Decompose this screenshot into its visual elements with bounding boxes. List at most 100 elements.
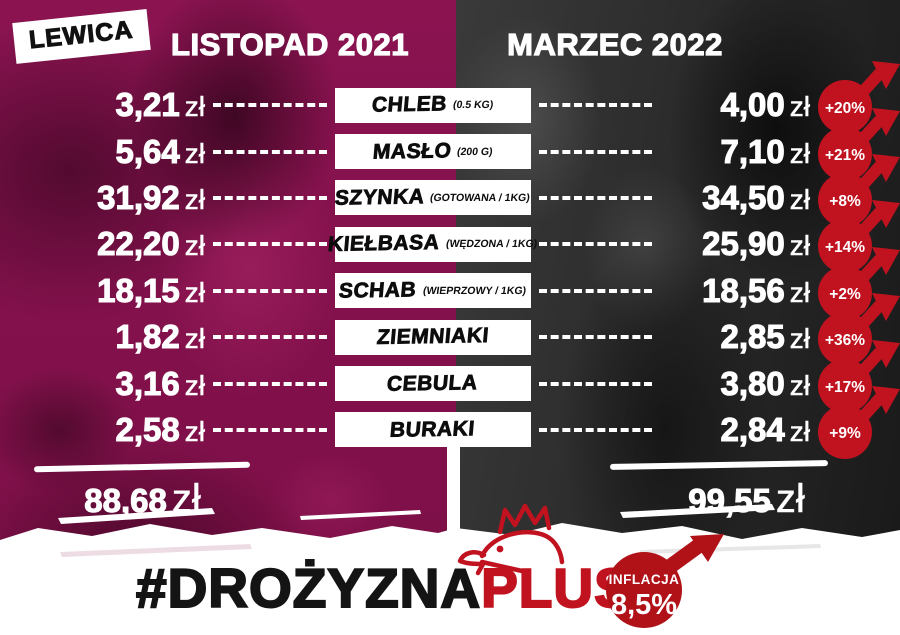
product-name: CEBULA — [386, 370, 479, 396]
change-value: +21% — [825, 147, 865, 164]
price-value: 3,16 — [115, 364, 180, 402]
change-badge: +17% — [810, 339, 900, 413]
price-november: 18,15 zł — [0, 271, 206, 310]
product-box: CEBULA — [334, 366, 531, 402]
currency-label: zł — [789, 369, 811, 401]
price-row: 22,20 zł KIEŁBASA (WĘDZONA / 1KG) 25,90 zł… — [0, 200, 900, 274]
dashed-connector-right — [538, 149, 652, 154]
price-march: 34,50 zł — [660, 178, 811, 217]
price-november: 31,92 zł — [0, 178, 206, 217]
change-value: +9% — [829, 425, 861, 442]
arrow-up-icon: +8% — [818, 153, 900, 227]
dashed-connector-left — [213, 103, 327, 108]
currency-label: zł — [775, 477, 805, 522]
arrow-up-icon: +2% — [818, 246, 900, 320]
product-unit: (0.5 KG) — [451, 99, 494, 112]
product-name: BURAKI — [389, 417, 477, 442]
currency-label: zł — [184, 183, 206, 216]
change-value: +8% — [829, 193, 861, 210]
hashtag-black-part: #DROŻYZNA — [135, 556, 482, 620]
price-row: 1,82 zł ZIEMNIAKI 2,85 zł +36% — [0, 293, 900, 367]
price-march: 7,10 zł — [660, 132, 810, 171]
change-badge: +14% — [810, 200, 900, 274]
price-value: 34,50 — [702, 178, 786, 216]
currency-label: zł — [184, 91, 206, 123]
product-unit: (WIEPRZOWY / 1KG) — [421, 284, 527, 297]
change-badge: +8% — [810, 153, 900, 227]
change-value: +20% — [825, 100, 865, 117]
change-value: +2% — [829, 286, 861, 303]
product-box: MASŁO (200 G) — [334, 134, 531, 170]
price-value: 2,84 — [720, 410, 785, 448]
product-name: MASŁO — [371, 138, 452, 164]
dashed-connector-left — [213, 381, 327, 386]
campaign-hashtag: #DROŻYZNAPLUS — [135, 556, 632, 620]
product-name: ZIEMNIAKI — [375, 324, 490, 350]
arrow-up-icon: +21% — [818, 107, 900, 181]
price-value: 18,15 — [97, 271, 181, 309]
product-box: CHLEB (0.5 KG) — [334, 87, 531, 123]
dashed-connector-left — [213, 149, 327, 154]
price-row: 18,15 zł SCHAB (WIEPRZOWY / 1KG) 18,56 zł … — [0, 246, 900, 320]
dashed-connector-right — [538, 288, 652, 293]
price-value: 1,82 — [115, 318, 180, 356]
price-march: 18,56 zł — [660, 271, 811, 310]
inflation-label: INFLACJA — [609, 572, 680, 587]
arrow-up-icon: +36% — [818, 293, 900, 367]
dashed-connector-left — [213, 288, 327, 293]
price-march: 4,00 zł — [660, 86, 810, 124]
product-box: SCHAB (WIEPRZOWY / 1KG) — [334, 273, 531, 309]
product-name: SZYNKA — [333, 185, 426, 210]
product-box: SZYNKA (GOTOWANA / 1KG) — [333, 180, 531, 216]
product-box: BURAKI — [334, 412, 531, 448]
currency-label: zł — [789, 183, 811, 216]
price-march: 2,85 zł — [660, 318, 810, 356]
price-march: 25,90 zł — [660, 225, 811, 263]
price-row: 31,92 zł SZYNKA (GOTOWANA / 1KG) 34,50 zł … — [0, 153, 900, 227]
inflation-badge: INFLACJA 8,5% — [606, 534, 724, 628]
currency-label: zł — [184, 276, 206, 309]
arrow-up-icon: +17% — [818, 339, 900, 413]
price-value: 5,64 — [115, 132, 180, 170]
center-divider-strip — [447, 440, 460, 548]
dashed-connector-right — [538, 427, 652, 432]
price-value: 7,10 — [720, 132, 785, 170]
inflation-value: 8,5% — [611, 589, 677, 621]
price-november: 1,82 zł — [0, 318, 205, 356]
total-march: 99,55 zł — [634, 468, 859, 523]
change-badge: +36% — [810, 293, 900, 367]
price-november: 22,20 zł — [0, 225, 206, 263]
currency-label: zł — [184, 323, 206, 355]
currency-label: zł — [789, 415, 811, 448]
currency-label: zł — [789, 230, 811, 262]
price-row: 2,58 zł BURAKI 2,84 zł +9% — [0, 385, 900, 459]
dashed-connector-left — [213, 195, 327, 200]
price-row: 3,16 zł CEBULA 3,80 zł +17% — [0, 339, 900, 413]
price-november: 3,21 zł — [0, 86, 205, 124]
column-header-nov: LISTOPAD 2021 — [170, 26, 409, 62]
dashed-connector-right — [538, 195, 652, 200]
change-value: +36% — [825, 332, 865, 349]
dashed-connector-left — [213, 335, 327, 340]
currency-label: zł — [184, 230, 206, 262]
price-value: 25,90 — [702, 225, 786, 263]
price-row: 5,64 zł MASŁO (200 G) 7,10 zł +21% — [0, 107, 900, 181]
dashed-connector-left — [213, 242, 327, 247]
price-november: 2,58 zł — [0, 410, 206, 449]
change-value: +17% — [825, 379, 865, 396]
product-unit: (WĘDZONA / 1KG) — [444, 238, 538, 251]
product-name: SCHAB — [338, 278, 418, 303]
product-name: KIEŁBASA — [327, 231, 441, 257]
price-value: 22,20 — [97, 225, 181, 263]
price-value: 2,58 — [115, 410, 180, 448]
change-value: +14% — [825, 239, 865, 256]
currency-label: zł — [184, 137, 206, 169]
currency-label: zł — [184, 369, 206, 401]
product-name: CHLEB — [370, 92, 449, 117]
currency-label: zł — [184, 415, 206, 448]
dashed-connector-right — [538, 103, 652, 108]
price-value: 4,00 — [720, 86, 785, 124]
dashed-connector-right — [538, 335, 652, 340]
product-unit: (200 G) — [456, 145, 494, 158]
